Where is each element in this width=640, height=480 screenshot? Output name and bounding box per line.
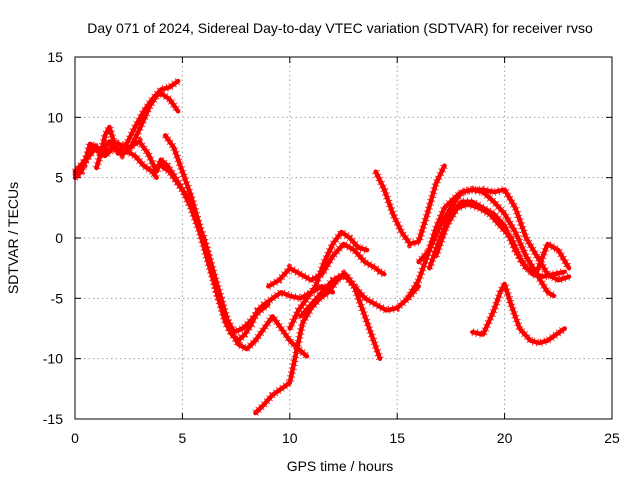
- x-axis-label: GPS time / hours: [287, 458, 394, 474]
- series-arc-11: [372, 163, 449, 249]
- chart-title: Day 071 of 2024, Sidereal Day-to-day VTE…: [87, 20, 593, 36]
- x-tick-labels: 0 5 10 15 20 25: [71, 430, 620, 446]
- series-line-arc-8: [287, 229, 370, 331]
- series-arc-8: [286, 226, 370, 331]
- series-line-arc-13: [416, 187, 572, 283]
- y-tick-label: 10: [47, 109, 63, 125]
- series-markers-arc-11: [372, 163, 449, 249]
- series-markers-arc-6: [158, 162, 310, 360]
- series-markers-arc-16: [471, 273, 568, 348]
- series-arc-6: [158, 162, 310, 360]
- x-tick-label: 10: [282, 430, 298, 446]
- series-arc-3: [92, 116, 160, 181]
- y-tick-label: -5: [51, 290, 64, 306]
- y-axis-label: SDTVAR / TECUs: [5, 182, 21, 294]
- series-arc-7: [266, 238, 387, 290]
- x-tick-label: 0: [71, 430, 79, 446]
- series-markers-arc-7: [266, 238, 387, 290]
- data-series: [72, 77, 573, 416]
- plot-frame: [74, 56, 613, 420]
- series-markers-arc-2: [72, 77, 181, 177]
- y-tick-label: 15: [47, 49, 63, 65]
- series-markers-arc-9: [252, 268, 384, 416]
- y-tick-label: -15: [43, 411, 63, 427]
- series-arc-10: [297, 269, 422, 320]
- series-arc-16: [470, 273, 568, 348]
- series-arc-9: [252, 268, 384, 416]
- series-line-arc-3: [94, 124, 159, 180]
- series-line-arc-10: [298, 271, 421, 319]
- grid: [75, 57, 612, 419]
- y-tick-label: -10: [43, 351, 63, 367]
- y-tick-label: 5: [55, 170, 63, 186]
- x-tick-label: 25: [604, 430, 620, 446]
- y-tick-labels: -15 -10 -5 0 5 10 15: [43, 49, 63, 427]
- series-arc-13: [415, 185, 572, 285]
- x-tick-label: 15: [389, 430, 405, 446]
- series-arc-15: [432, 199, 567, 281]
- series-markers-arc-15: [432, 199, 566, 281]
- y-tick-label: 0: [55, 230, 63, 246]
- x-tick-label: 20: [497, 430, 513, 446]
- x-tick-label: 5: [179, 430, 187, 446]
